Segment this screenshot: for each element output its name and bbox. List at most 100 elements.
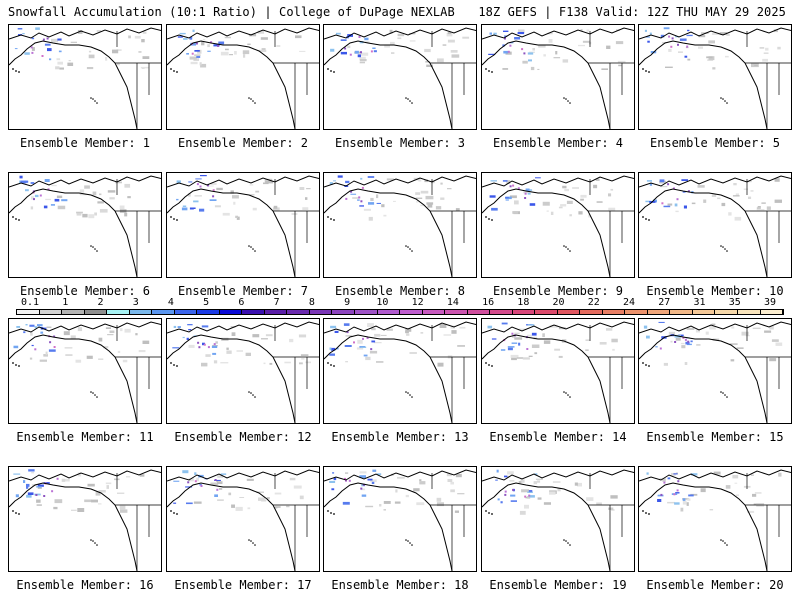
hawaiian-islands (405, 539, 413, 546)
pacific-coastline (9, 482, 138, 571)
arctic-coastline (167, 175, 319, 188)
ensemble-member-map (166, 24, 320, 130)
ensemble-member-map (481, 466, 635, 572)
colorbar-tick-label: 18 (517, 297, 530, 308)
aleutian-islands (170, 216, 178, 221)
hawaiian-islands (90, 245, 98, 252)
aleutian-islands (12, 216, 20, 221)
colorbar-tick-label: 7 (273, 297, 280, 308)
pacific-coastline (639, 188, 768, 277)
snowfall-field (488, 29, 626, 71)
hawaiian-islands (248, 245, 256, 252)
colorbar-swatch (738, 310, 761, 314)
pacific-coastline (482, 334, 611, 423)
colorbar-swatch (422, 310, 446, 314)
pacific-coastline (167, 40, 296, 129)
ensemble-member-label: Ensemble Member: 1 (19, 136, 151, 150)
colorbar-swatch (445, 310, 468, 314)
political-borders (273, 473, 319, 571)
colorbar-swatch (692, 310, 716, 314)
arctic-coastline (324, 469, 476, 482)
colorbar-tick-label: 20 (552, 297, 565, 308)
colorbar-swatch (602, 310, 626, 314)
aleutian-islands (327, 362, 335, 367)
hawaiian-islands (720, 539, 728, 546)
colorbar-swatch (625, 310, 648, 314)
arctic-coastline (639, 321, 791, 334)
arctic-coastline (639, 27, 791, 40)
aleutian-islands (12, 510, 20, 515)
colorbar-swatch (760, 310, 784, 314)
colorbar-swatch (152, 310, 175, 314)
snowfall-field (487, 322, 618, 361)
ensemble-member-map (323, 172, 477, 278)
arctic-coastline (639, 175, 791, 188)
aleutian-islands (485, 510, 493, 515)
aleutian-islands (12, 362, 20, 367)
pacific-coastline (639, 40, 768, 129)
colorbar-tick-label: 3 (132, 297, 139, 308)
political-borders (430, 473, 476, 571)
hawaiian-islands (563, 245, 571, 252)
colorbar-swatch (332, 310, 355, 314)
colorbar-swatch (107, 310, 130, 314)
ensemble-member-label: Ensemble Member: 18 (331, 578, 469, 592)
arctic-coastline (9, 321, 161, 334)
aleutian-islands (327, 68, 335, 73)
pacific-coastline (324, 40, 453, 129)
ensemble-member-map (8, 318, 162, 424)
snowfall-field (13, 324, 150, 363)
ensemble-member-label: Ensemble Member: 7 (177, 284, 309, 298)
colorbar-swatch (400, 310, 423, 314)
pacific-coastline (639, 334, 768, 423)
colorbar-tick-label: 12 (411, 297, 424, 308)
pacific-coastline (9, 40, 138, 129)
colorbar-swatch (242, 310, 265, 314)
colorbar-swatch (197, 310, 220, 314)
colorbar-swatch (84, 310, 108, 314)
ensemble-member-label: Ensemble Member: 19 (489, 578, 627, 592)
colorbar-tick-label: 6 (238, 297, 245, 308)
colorbar-swatch (377, 310, 401, 314)
hawaiian-islands (90, 97, 98, 104)
hawaiian-islands (563, 391, 571, 398)
colorbar-swatch (557, 310, 581, 314)
pacific-coastline (324, 482, 453, 571)
colorbar-tick-label: 14 (446, 297, 459, 308)
political-borders (430, 325, 476, 423)
aleutian-islands (12, 68, 20, 73)
snowfall-field (13, 469, 145, 513)
arctic-coastline (324, 175, 476, 188)
ensemble-member-map (166, 172, 320, 278)
ensemble-member-map (638, 24, 792, 130)
colorbar-swatch (174, 310, 198, 314)
ensemble-member-label: Ensemble Member: 8 (334, 284, 466, 298)
hawaiian-islands (563, 97, 571, 104)
ensemble-member-map (638, 466, 792, 572)
colorbar-swatch (715, 310, 738, 314)
ensemble-member-map (323, 318, 477, 424)
ensemble-member-map (323, 24, 477, 130)
political-borders (273, 31, 319, 129)
snowfall-field (643, 321, 783, 366)
hawaiian-islands (720, 245, 728, 252)
colorbar-swatch (512, 310, 536, 314)
hawaiian-islands (248, 539, 256, 546)
colorbar-swatch (62, 310, 85, 314)
arctic-coastline (639, 469, 791, 482)
pacific-coastline (9, 334, 138, 423)
pacific-coastline (9, 188, 138, 277)
colorbar-swatch (309, 310, 333, 314)
pacific-coastline (482, 188, 611, 277)
arctic-coastline (482, 175, 634, 188)
pacific-coastline (639, 482, 768, 571)
colorbar-swatch (535, 310, 558, 314)
arctic-coastline (324, 321, 476, 334)
ensemble-member-map (8, 24, 162, 130)
hawaiian-islands (90, 539, 98, 546)
political-borders (745, 325, 791, 423)
pacific-coastline (482, 482, 611, 571)
ensemble-member-label: Ensemble Member: 5 (649, 136, 781, 150)
aleutian-islands (170, 510, 178, 515)
pacific-coastline (167, 188, 296, 277)
